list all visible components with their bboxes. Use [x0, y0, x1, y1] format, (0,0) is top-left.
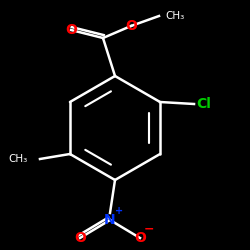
Text: Cl: Cl — [196, 97, 212, 111]
Text: −: − — [144, 222, 154, 235]
Text: N: N — [104, 213, 116, 227]
Text: +: + — [115, 206, 123, 216]
Text: CH₃: CH₃ — [8, 154, 28, 164]
Text: O: O — [134, 231, 146, 245]
Text: O: O — [65, 23, 77, 37]
Text: O: O — [125, 19, 137, 33]
Text: CH₃: CH₃ — [166, 11, 184, 21]
Text: O: O — [74, 231, 86, 245]
